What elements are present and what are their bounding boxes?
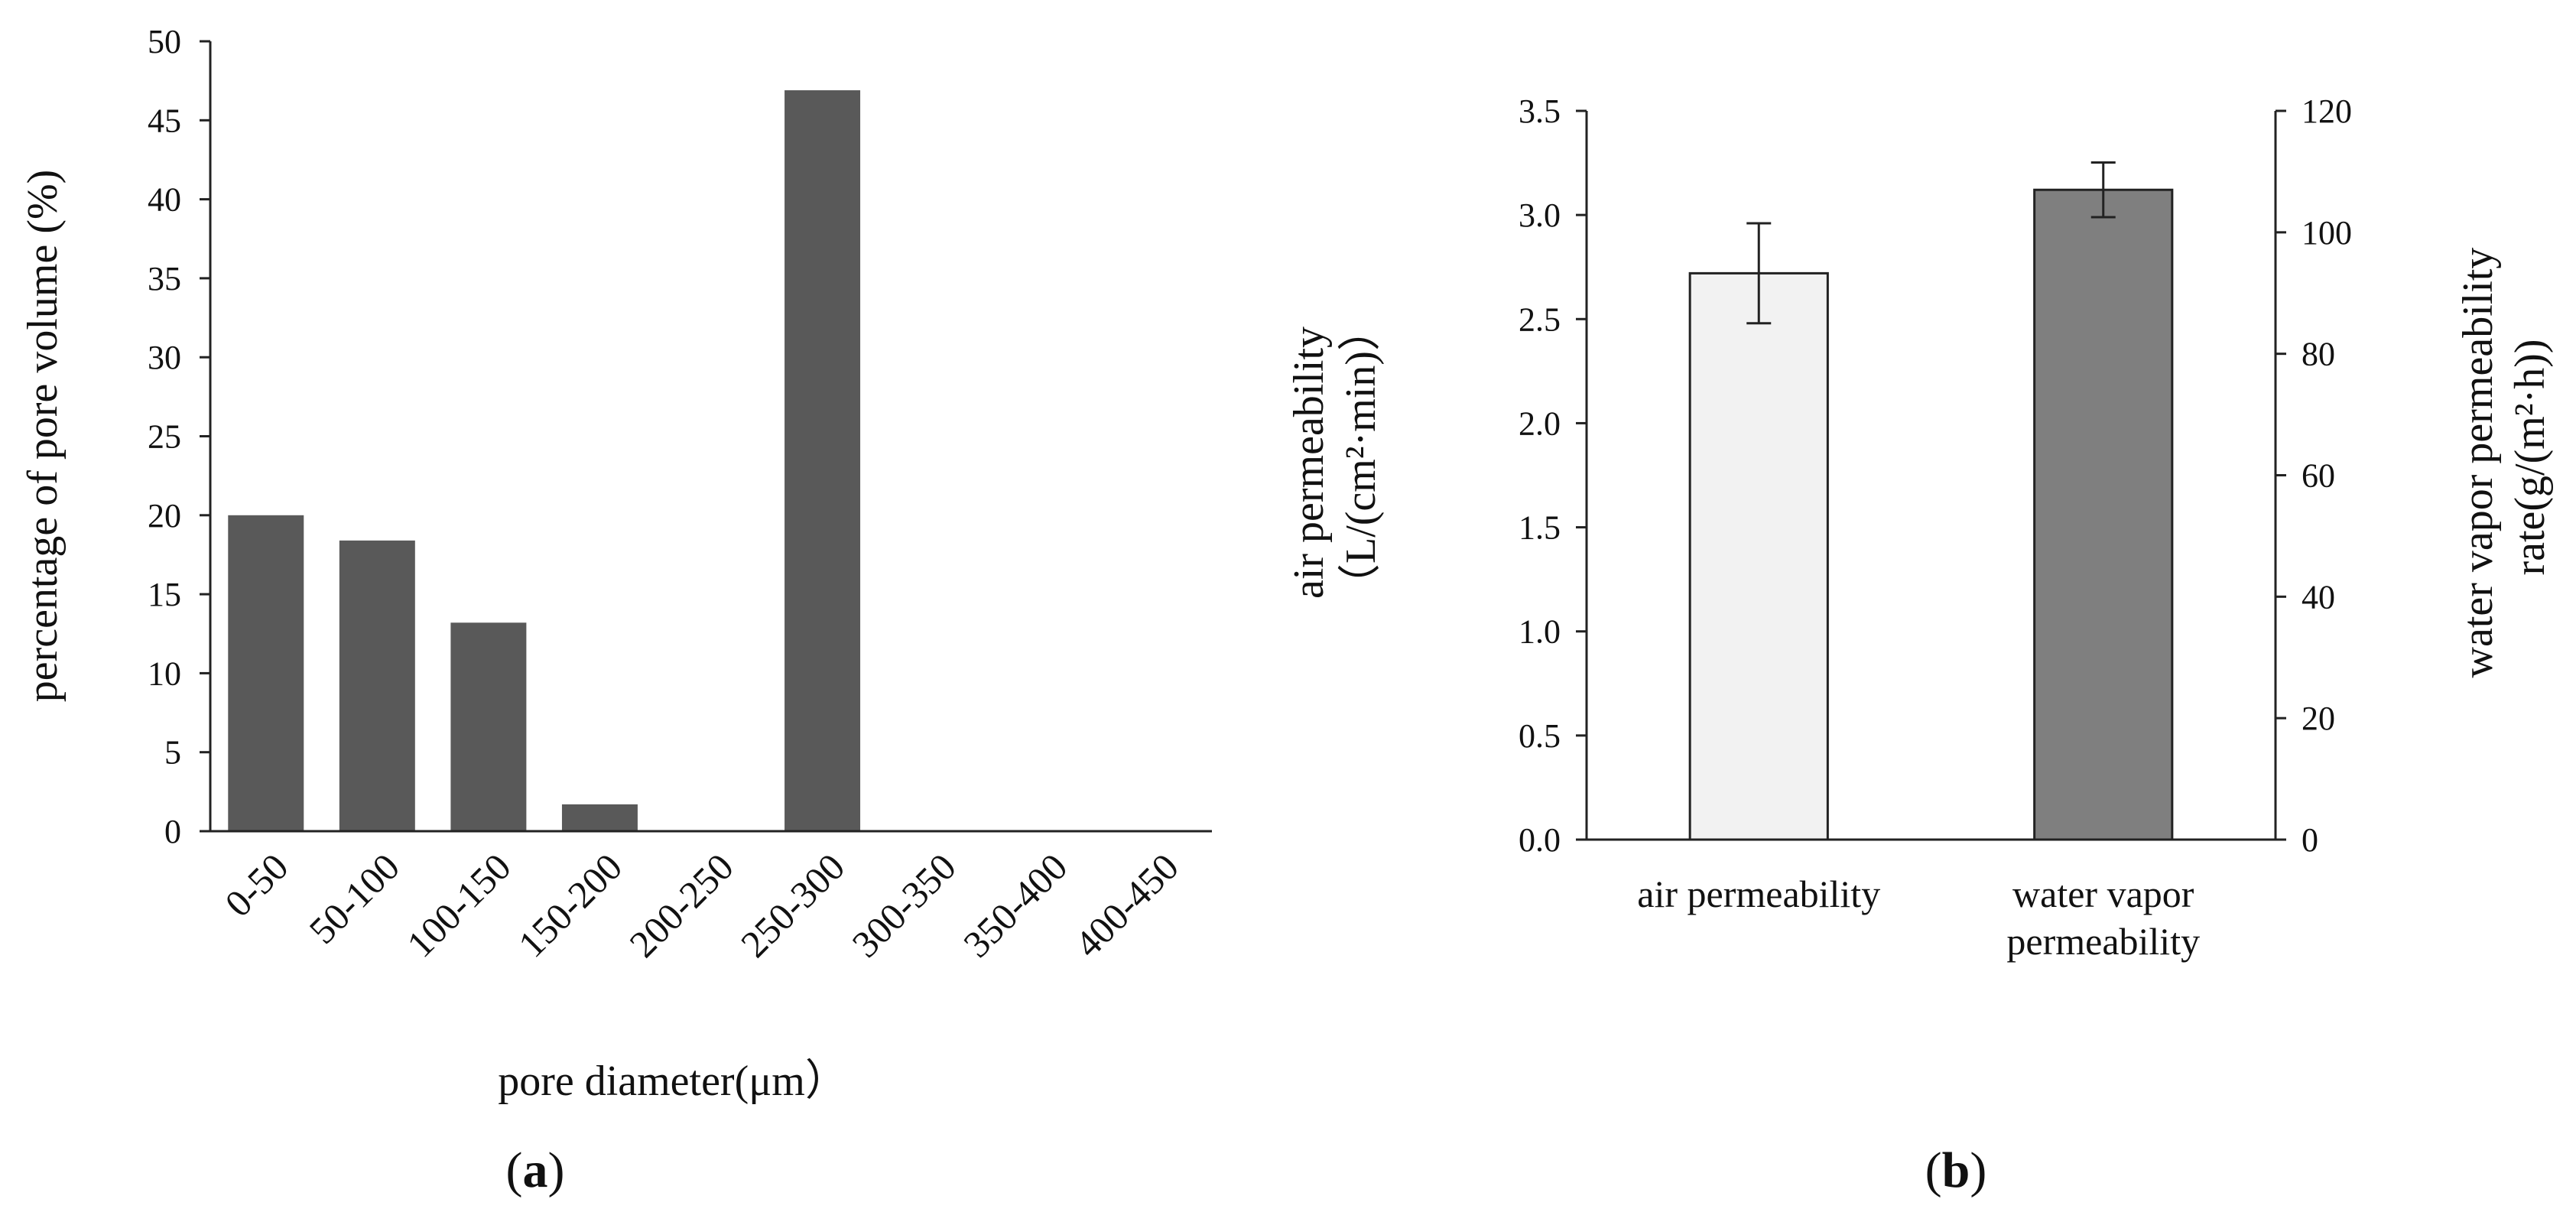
right-y-axis-title: water vapor permeability rate(g/(m²·h)): [2454, 237, 2554, 678]
x-tick-label: 50-100: [300, 845, 408, 952]
left-y-tick-label: 2.5: [1519, 301, 1561, 338]
y-tick-label: 50: [148, 23, 181, 60]
x-tick-label: air permeability: [1637, 872, 1880, 915]
right-y-tick-label: 80: [2302, 336, 2335, 373]
left-y-tick-label: 0.5: [1519, 717, 1561, 755]
left-y-tick-label: 1.5: [1519, 509, 1561, 547]
left-y-tick-label: 1.0: [1519, 613, 1561, 651]
bar-1: [2033, 188, 2174, 841]
right-y-tick-label: 60: [2302, 457, 2335, 495]
y-tick-label: 20: [148, 497, 181, 535]
right-y-axis-ticks: 0 20 40 60 80 100 120: [2276, 93, 2352, 859]
right-y-tick-label: 20: [2302, 700, 2335, 737]
x-tick-label: 300-350: [843, 845, 963, 965]
error-bar: [1746, 222, 1772, 325]
x-axis-tick-labels: air permeability water vapor permeability: [1637, 872, 2200, 963]
error-bar: [2090, 161, 2116, 219]
bar-series: [228, 90, 861, 831]
left-y-tick-label: 0.0: [1519, 821, 1561, 859]
y-tick-label: 5: [164, 734, 181, 772]
right-y-tick-label: 120: [2302, 93, 2352, 130]
y-tick-label: 45: [148, 102, 181, 139]
chart-panel-b: 0.0 0.5 1.0 1.5 2.0 2.5 3.0 3.5 0 20 40 60 80 100 120…: [1285, 93, 2554, 1198]
bar-series: [1688, 161, 2174, 841]
y-tick-label: 25: [148, 418, 181, 456]
panel-label-a: (a): [506, 1142, 565, 1198]
left-y-tick-label: 2.0: [1519, 405, 1561, 442]
bar-150-200: [561, 804, 638, 831]
x-tick-label: 0-50: [216, 845, 296, 924]
x-tick-label: 350-400: [955, 845, 1075, 965]
chart-panel-a: 0 5 10 15 20 25 30 35 40 45 50 0-50 50-100100-15015…: [19, 23, 1212, 1198]
left-y-axis-ticks: 0.0 0.5 1.0 1.5 2.0 2.5 3.0 3.5: [1519, 93, 1587, 859]
panel-label-b: (b): [1925, 1142, 1987, 1198]
bar-250-300: [784, 90, 861, 831]
x-tick-label: water vapor permeability: [2006, 872, 2200, 963]
bar-0: [1688, 271, 1829, 841]
x-tick-label: 250-300: [733, 845, 853, 965]
right-y-tick-label: 40: [2302, 578, 2335, 616]
y-tick-label: 15: [148, 576, 181, 613]
x-tick-label: 150-200: [510, 845, 630, 965]
x-axis-title: pore diameter(μm）: [498, 1058, 848, 1105]
x-tick-label: 200-250: [621, 845, 741, 965]
y-axis-title: percentage of pore volume (%): [19, 170, 67, 703]
y-tick-label: 35: [148, 260, 181, 297]
bar-0-50: [228, 515, 304, 831]
bar-50-100: [339, 540, 415, 831]
right-y-tick-label: 0: [2302, 821, 2318, 859]
left-y-tick-label: 3.0: [1519, 197, 1561, 234]
right-y-tick-label: 100: [2302, 214, 2352, 252]
x-tick-label: 100-150: [398, 845, 518, 965]
y-axis-ticks: 0 5 10 15 20 25 30 35 40 45 50: [148, 23, 210, 850]
x-axis-tick-labels: 0-50 50-100100-150150-200200-250250-30030…: [216, 845, 1187, 965]
left-y-tick-label: 3.5: [1519, 93, 1561, 130]
y-tick-label: 40: [148, 181, 181, 219]
x-tick-label: 400-450: [1067, 845, 1187, 965]
y-tick-label: 30: [148, 339, 181, 376]
left-y-axis-title: air permeability （L/(cm²·min)）: [1285, 308, 1385, 606]
y-tick-label: 0: [164, 813, 181, 850]
bar-100-150: [450, 622, 527, 831]
y-tick-label: 10: [148, 655, 181, 692]
